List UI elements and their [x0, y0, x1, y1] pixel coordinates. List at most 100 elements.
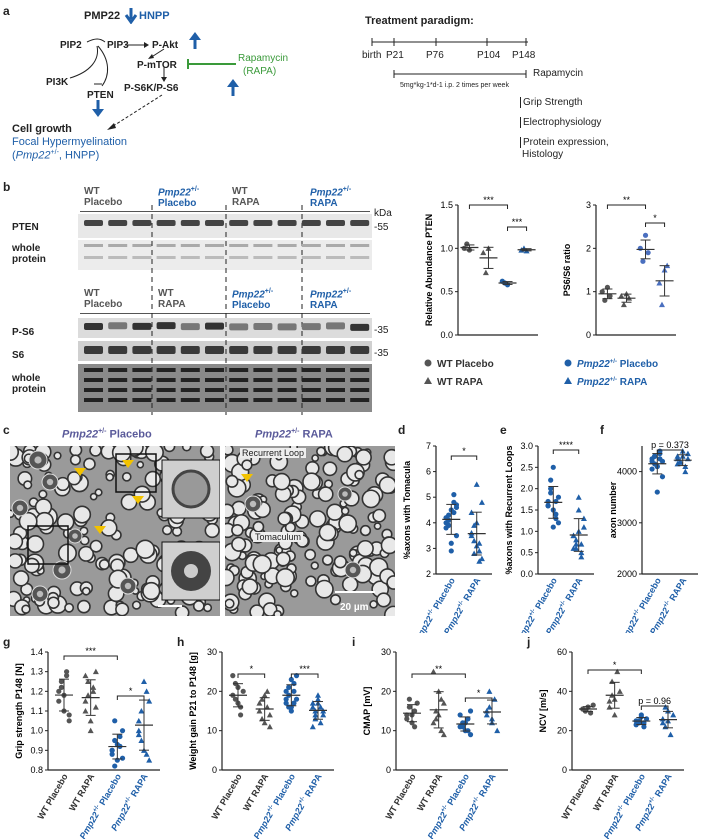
data-point — [283, 700, 289, 706]
y-tick-label: 7 — [426, 441, 431, 451]
ps6-band — [301, 323, 321, 331]
y-tick-label: 0 — [562, 765, 567, 775]
protein-band — [205, 388, 224, 392]
ps6-band — [277, 323, 297, 331]
data-point — [457, 712, 463, 718]
arrowhead-marker — [132, 496, 144, 504]
axon — [225, 503, 235, 519]
readout-ephys: Electrophysiology — [520, 117, 601, 128]
data-point — [66, 712, 72, 718]
axon-core — [72, 533, 78, 539]
data-point — [614, 668, 621, 675]
data-point — [256, 708, 263, 714]
data-point — [580, 515, 587, 522]
protein-band — [205, 378, 224, 382]
axon — [35, 511, 54, 531]
data-point — [486, 688, 493, 694]
significance-bracket — [656, 449, 684, 454]
data-point — [451, 509, 457, 516]
protein-band — [277, 398, 297, 402]
protein-band — [277, 388, 297, 392]
data-point — [573, 545, 580, 551]
significance-label: ** — [435, 664, 443, 674]
y-axis-label: PS6/S6 ratio — [562, 243, 572, 296]
protein-band — [301, 388, 321, 392]
protein-band — [132, 256, 152, 259]
pten-band — [108, 220, 128, 226]
y-tick-label: 0.5 — [520, 548, 533, 558]
data-point — [446, 512, 452, 518]
protein-band — [301, 378, 321, 382]
axon — [163, 446, 176, 453]
significance-bracket — [587, 669, 642, 674]
y-tick-label: 0 — [212, 765, 217, 775]
y-tick-label: 4000 — [617, 467, 637, 477]
protein-band — [108, 368, 128, 372]
axon — [380, 536, 395, 555]
data-point — [64, 669, 70, 675]
axon — [333, 555, 347, 569]
axon-core — [58, 566, 66, 574]
ps6-band — [180, 323, 200, 331]
plot-h: 0 10 20 30 Weight gain P21 to P148 [g] WT Pla… — [188, 647, 334, 839]
protein-band — [156, 398, 176, 402]
axon — [69, 446, 83, 457]
data-point — [555, 520, 562, 526]
axon-core — [342, 491, 348, 497]
data-point — [412, 724, 418, 730]
protein-band — [301, 368, 321, 372]
axon — [21, 604, 31, 614]
pten-band — [180, 220, 200, 226]
protein-band — [180, 388, 200, 392]
data-point — [486, 704, 493, 710]
pten-blot-image — [78, 214, 372, 238]
significance-bracket — [552, 449, 580, 454]
blot2-group-1: WT Placebo — [84, 288, 123, 310]
protein-band — [205, 398, 224, 402]
axon — [192, 600, 205, 612]
data-point — [92, 668, 99, 675]
significance-label: ** — [623, 195, 631, 205]
protein-band — [205, 368, 224, 372]
data-point — [468, 509, 475, 516]
data-point — [112, 763, 118, 769]
y-axis-label: CMAP [mV] — [362, 687, 372, 736]
data-point — [64, 673, 70, 679]
blot-group-3: WT RAPA — [232, 186, 260, 208]
data-point — [580, 524, 587, 530]
data-point — [599, 289, 605, 295]
axon — [329, 594, 342, 606]
data-point — [112, 737, 118, 744]
legend-label: WT Placebo — [437, 359, 494, 370]
marker-35a: -35 — [374, 325, 389, 336]
data-point — [649, 466, 655, 472]
ps6-band — [84, 322, 103, 330]
data-point — [90, 688, 97, 694]
data-point — [315, 696, 321, 702]
significance-label: *** — [512, 217, 523, 227]
data-point — [112, 718, 118, 724]
data-point — [471, 522, 478, 528]
axon — [386, 575, 395, 590]
s6-band — [277, 346, 297, 354]
s6-band — [229, 346, 249, 354]
data-point — [578, 553, 585, 560]
significance-label: * — [477, 688, 481, 698]
y-tick-label: 5 — [426, 492, 431, 502]
data-point — [464, 241, 470, 247]
blot2-group-3: Pmp22+/- Placebo — [232, 288, 274, 312]
legend-label: WT RAPA — [437, 377, 483, 388]
ps6-band — [156, 322, 176, 330]
data-point — [677, 459, 684, 465]
axon — [272, 472, 291, 491]
data-point — [682, 463, 689, 469]
axon — [89, 492, 98, 501]
data-point — [85, 692, 92, 698]
protein-band — [180, 378, 200, 382]
y-tick-label: 2.0 — [520, 484, 533, 494]
blot-group-1: WT Placebo — [84, 186, 123, 208]
data-point — [555, 494, 562, 500]
